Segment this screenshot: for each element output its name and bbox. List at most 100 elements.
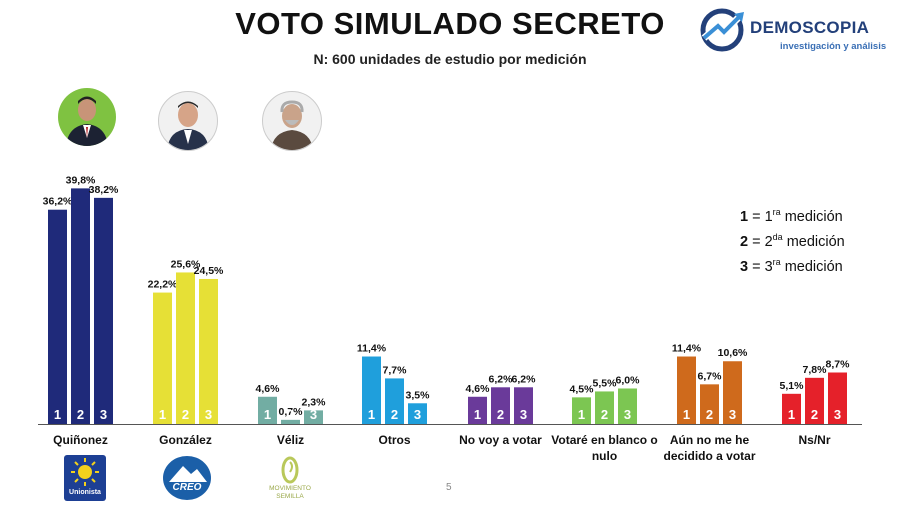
- sun-icon: [71, 458, 99, 486]
- bar-series-number: 2: [497, 407, 504, 422]
- bar-series-number: 3: [834, 407, 841, 422]
- bar-series-number: 3: [100, 407, 107, 422]
- bar-8-2: [805, 377, 824, 424]
- data-label: 25,6%: [171, 258, 201, 270]
- unionista-logo-text: Unionista: [69, 489, 101, 496]
- bar-series-number: 3: [205, 407, 212, 422]
- data-label: 6,0%: [616, 374, 641, 386]
- data-label: 7,8%: [803, 364, 828, 376]
- category-label: Véliz: [277, 433, 304, 447]
- data-label: 11,4%: [357, 343, 387, 355]
- bar-5-3: [514, 387, 533, 424]
- candidate-photo-quinonez: [58, 88, 116, 146]
- bar-6-1: [572, 397, 591, 424]
- category-label: Ns/Nr: [798, 433, 830, 447]
- data-label: 6,7%: [698, 370, 723, 382]
- page-title: VOTO SIMULADO SECRETO: [235, 6, 665, 41]
- bar-2-3: [199, 278, 218, 424]
- bar-series-number: 2: [182, 407, 189, 422]
- bar-series-number: 2: [77, 407, 84, 422]
- data-label: 4,6%: [256, 383, 281, 395]
- bar-series-number: 2: [706, 407, 713, 422]
- data-label: 3,5%: [406, 389, 431, 401]
- bar-series-number: 1: [578, 407, 585, 422]
- bar-1-2: [71, 188, 90, 424]
- bar-4-3: [408, 403, 427, 424]
- bar-7-3: [723, 361, 742, 424]
- seed-icon: [281, 456, 299, 484]
- bar-6-3: [618, 388, 637, 424]
- demoscopia-logo-icon: [700, 8, 744, 52]
- bar-series-number: 3: [729, 407, 736, 422]
- data-label: 0,7%: [279, 406, 304, 418]
- data-label: 38,2%: [89, 184, 119, 196]
- data-label: 36,2%: [43, 196, 73, 208]
- data-label: 24,5%: [194, 265, 224, 277]
- bar-3-2: [281, 419, 300, 424]
- bar-series-number: 1: [54, 407, 61, 422]
- legend-item-2: 2 = 2da medición: [740, 231, 845, 250]
- data-label: 22,2%: [148, 279, 178, 291]
- brand-name: DEMOSCOPIA: [750, 18, 870, 37]
- data-label: 6,2%: [512, 373, 537, 385]
- data-label: 8,7%: [826, 358, 851, 370]
- data-label: 4,6%: [466, 383, 491, 395]
- page-number: 5: [446, 482, 452, 493]
- category-label: nulo: [592, 449, 617, 463]
- legend-item-1: 1 = 1ra medición: [740, 207, 843, 225]
- bar-3-1: [258, 396, 277, 424]
- bar-series-number: 3: [414, 407, 421, 422]
- semilla-logo: MOVIMIENTO SEMILLA: [268, 454, 312, 500]
- chart-legend: 1 = 1ra medición 2 = 2da medición 3 = 3r…: [740, 202, 845, 276]
- data-label: 4,5%: [570, 383, 595, 395]
- data-label: 39,8%: [66, 174, 96, 186]
- bar-3-3: [304, 410, 323, 424]
- bar-5-1: [468, 396, 487, 424]
- data-label: 6,2%: [489, 373, 514, 385]
- category-label: Aún no me he: [670, 433, 750, 447]
- bar-6-2: [595, 391, 614, 424]
- data-label: 7,7%: [383, 364, 408, 376]
- data-label: 11,4%: [672, 343, 702, 355]
- bar-7-1: [677, 356, 696, 424]
- bar-4-2: [385, 378, 404, 424]
- bar-series-number: 1: [368, 407, 375, 422]
- mountain-icon: [169, 466, 207, 482]
- bar-series-number: 1: [474, 407, 481, 422]
- data-label: 5,1%: [780, 380, 805, 392]
- category-label: decidido a votar: [663, 449, 755, 463]
- bar-series-number: 1: [788, 407, 795, 422]
- bar-series-number: 3: [520, 407, 527, 422]
- category-label: No voy a votar: [459, 433, 542, 447]
- bar-series-number: 2: [811, 407, 818, 422]
- creo-logo: CREO: [163, 456, 211, 500]
- bar-series-number: 1: [159, 407, 166, 422]
- page-subtitle: N: 600 unidades de estudio por medición: [313, 51, 587, 67]
- semilla-logo-text: MOVIMIENTO SEMILLA: [269, 485, 311, 500]
- bar-series-number: 2: [287, 407, 294, 422]
- bar-series-number: 1: [683, 407, 690, 422]
- bar-2-1: [153, 292, 172, 424]
- bar-series-number: 1: [264, 407, 271, 422]
- category-label: González: [159, 433, 212, 447]
- candidate-photo-veliz: [262, 91, 322, 151]
- bar-1-3: [94, 197, 113, 424]
- category-label: Otros: [378, 433, 410, 447]
- bar-series-number: 3: [310, 407, 317, 422]
- bar-series-number: 2: [391, 407, 398, 422]
- bar-4-1: [362, 356, 381, 424]
- bar-2-2: [176, 272, 195, 424]
- category-label: Quiñonez: [53, 433, 108, 447]
- brand-tagline: investigación y análisis: [780, 41, 887, 52]
- unionista-logo: Unionista: [64, 455, 106, 501]
- brand-logo: DEMOSCOPIA investigación y análisis: [700, 8, 895, 52]
- creo-logo-text: CREO: [172, 482, 202, 493]
- bar-series-number: 2: [601, 407, 608, 422]
- data-label: 2,3%: [302, 396, 327, 408]
- candidate-photo-gonzalez: [158, 91, 218, 151]
- bar-7-2: [700, 384, 719, 424]
- category-label: Votaré en blanco o: [551, 433, 657, 447]
- bar-1-1: [48, 209, 67, 424]
- legend-item-3: 3 = 3ra medición: [740, 256, 843, 275]
